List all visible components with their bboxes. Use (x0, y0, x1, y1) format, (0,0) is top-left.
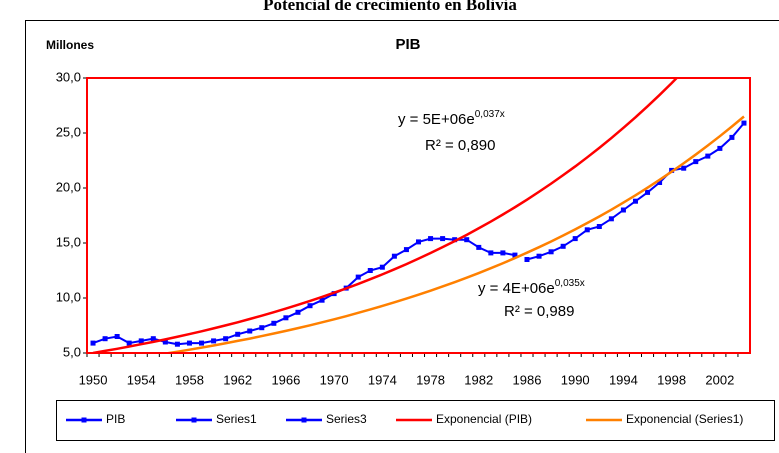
legend-marker (301, 417, 307, 423)
data-point (560, 243, 566, 249)
data-point (548, 249, 554, 255)
x-tick-label: 1974 (368, 372, 397, 387)
data-point (717, 145, 723, 151)
annotation-equation: y = 4E+06e (478, 280, 555, 297)
x-tick-label: 1978 (416, 372, 445, 387)
legend-marker (81, 417, 87, 423)
annotation: y = 4E+06e0,035x (478, 278, 585, 297)
data-point (729, 134, 735, 140)
data-point (524, 257, 530, 262)
x-tick-label: 1950 (79, 372, 108, 387)
page-title: Potencial de crecimiento en Bolivia (263, 0, 517, 14)
data-point (488, 250, 494, 256)
data-point (247, 328, 253, 334)
data-point (572, 236, 578, 242)
data-point (536, 253, 542, 259)
annotation-r2: R² = 0,989 (504, 303, 574, 320)
plot-border (86, 77, 751, 354)
data-point (138, 338, 144, 344)
data-point (416, 239, 421, 245)
data-point (440, 236, 446, 242)
annotation: y = 5E+06e0,037x (398, 109, 505, 128)
chart-frame (25, 20, 779, 453)
x-tick-label: 1986 (513, 372, 542, 387)
data-point (632, 198, 638, 204)
data-point (705, 153, 711, 159)
x-tick-label: 1970 (320, 372, 349, 387)
data-point (584, 227, 590, 233)
data-point (114, 334, 120, 339)
data-point (174, 341, 180, 347)
data-point (403, 247, 409, 253)
data-point (657, 180, 663, 185)
data-point (464, 237, 470, 243)
y-axis-label: Millones (46, 38, 94, 52)
data-point (367, 268, 373, 273)
data-point (500, 250, 506, 256)
data-point (355, 274, 361, 280)
legend-label: Series3 (326, 412, 367, 426)
legend-label: PIB (106, 412, 125, 426)
data-point (512, 252, 518, 258)
data-point (608, 216, 614, 222)
x-tick-label: 2002 (705, 372, 734, 387)
legend-label: Series1 (216, 412, 257, 426)
legend-label: Exponencial (Series1) (626, 412, 743, 426)
annotation-r2: R² = 0,890 (425, 137, 495, 154)
y-tick-label: 15,0 (56, 234, 81, 249)
data-point (319, 297, 325, 303)
data-point (645, 189, 651, 195)
series-line (161, 115, 745, 353)
data-point (620, 207, 626, 213)
legend-label: Exponencial (PIB) (436, 412, 532, 426)
y-tick-label: 10,0 (56, 289, 81, 304)
data-point (741, 120, 747, 126)
data-point (283, 315, 289, 321)
annotation-exponent: 0,035x (555, 278, 585, 289)
x-tick-label: 1994 (609, 372, 638, 387)
data-point (235, 331, 241, 337)
data-point (150, 336, 156, 342)
data-point (211, 338, 217, 344)
data-point (681, 165, 687, 171)
x-tick-label: 1990 (561, 372, 590, 387)
data-point (223, 336, 229, 342)
data-point (596, 224, 602, 229)
y-tick-label: 20,0 (56, 179, 81, 194)
series-line (92, 237, 516, 346)
x-tick-label: 1954 (127, 372, 156, 387)
data-point (102, 336, 108, 342)
x-tick-label: 1998 (657, 372, 686, 387)
annotation-equation: y = 5E+06e (398, 111, 475, 128)
plot (90, 78, 747, 353)
data-point (307, 303, 313, 309)
x-tick-label: 1962 (223, 372, 252, 387)
data-point (476, 244, 482, 250)
data-point (295, 309, 301, 315)
data-point (186, 340, 192, 346)
data-point (126, 340, 132, 346)
data-point (162, 339, 168, 345)
x-tick-label: 1982 (464, 372, 493, 387)
y-tick-label: 25,0 (56, 124, 81, 139)
annotation-exponent: 0,037x (475, 109, 505, 120)
data-point (452, 237, 458, 243)
data-point (90, 340, 96, 346)
data-point (271, 320, 277, 326)
data-point (199, 340, 205, 346)
series-group (90, 78, 747, 353)
x-tick-label: 1966 (271, 372, 300, 387)
series-line (92, 78, 679, 353)
y-tick-label: 30,0 (56, 69, 81, 84)
legend-marker (191, 417, 197, 423)
data-point (391, 253, 397, 259)
x-tick-label: 1958 (175, 372, 204, 387)
y-tick-label: 5,0 (63, 344, 81, 359)
data-point (259, 325, 265, 331)
data-point (428, 236, 434, 242)
data-point (379, 264, 385, 270)
chart-title: PIB (395, 36, 420, 53)
data-point (693, 159, 699, 165)
